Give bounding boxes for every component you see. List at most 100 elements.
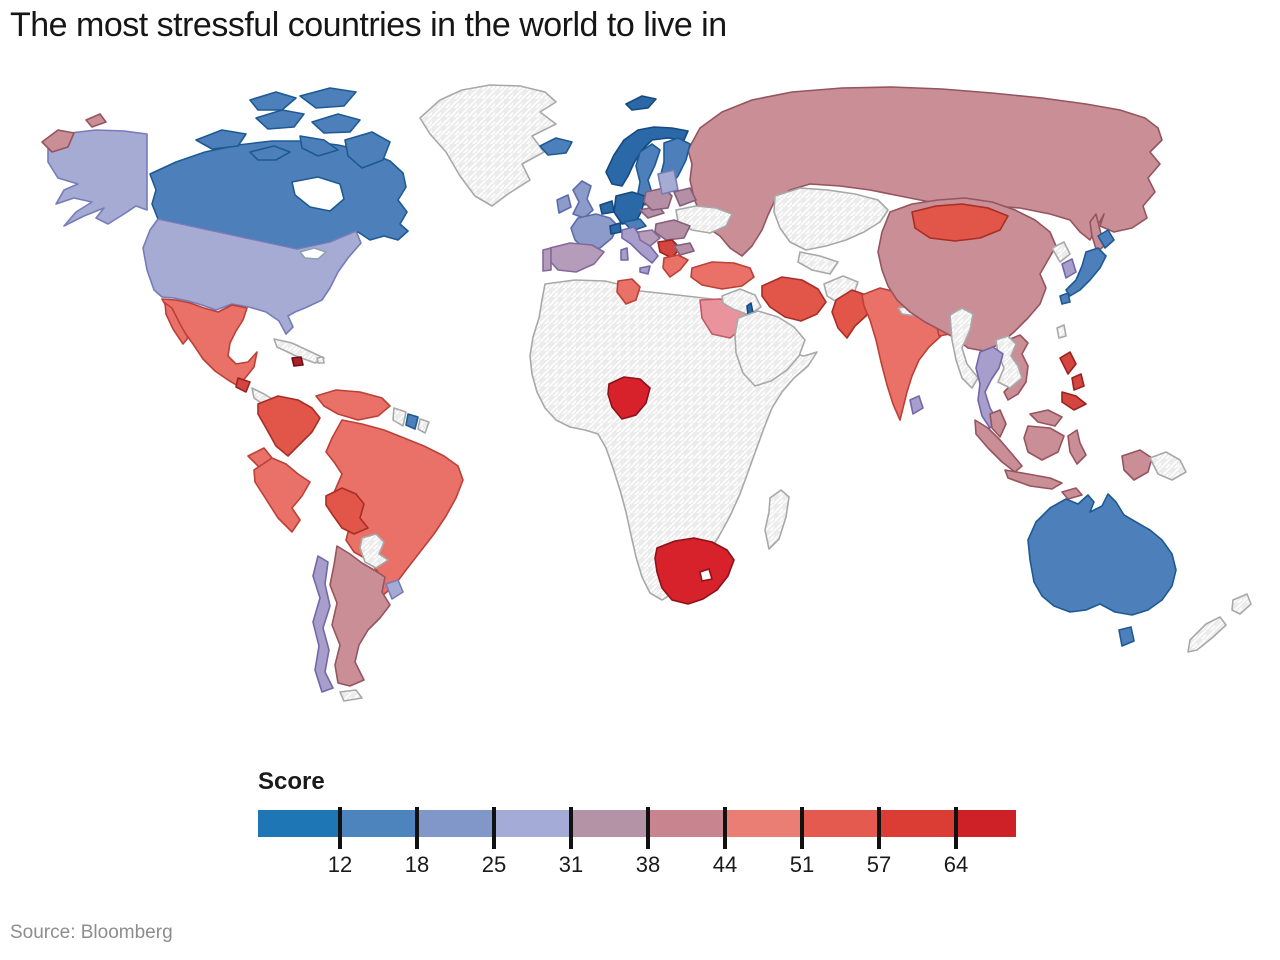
country-croatia-bosnia — [637, 229, 661, 247]
country-myanmar — [949, 307, 979, 389]
country-malaysia-peninsula — [989, 409, 1007, 438]
country-indonesia-sulawesi — [1067, 429, 1087, 465]
country-iceland — [539, 137, 573, 156]
country-italy-sardinia — [620, 247, 629, 261]
country-iran — [761, 276, 827, 322]
legend-tick — [954, 807, 958, 849]
country-hispaniola — [291, 356, 304, 367]
legend-tick-label: 38 — [635, 852, 661, 877]
country-tierra-del-fuego — [339, 689, 363, 702]
legend-tick-label: 51 — [789, 852, 815, 877]
great-lakes — [299, 247, 327, 260]
country-portugal — [542, 247, 552, 272]
country-south-korea — [1061, 258, 1077, 279]
country-australia — [1027, 493, 1177, 616]
country-venezuela — [315, 389, 391, 421]
country-serbia-balkans — [657, 239, 681, 259]
country-bulgaria — [673, 242, 695, 256]
country-canada-arctic — [195, 129, 247, 150]
country-colombia — [257, 395, 321, 457]
country-saudi-arabia — [734, 310, 806, 387]
country-canada-arctic — [311, 113, 361, 134]
legend-tick-label: 64 — [943, 852, 969, 877]
country-kazakhstan — [773, 187, 889, 251]
country-png — [1149, 451, 1187, 481]
country-suriname — [405, 413, 419, 430]
country-indonesia-java — [1004, 469, 1063, 490]
country-canada-arctic — [299, 135, 339, 157]
country-benelux — [599, 200, 615, 215]
country-new-zealand-south — [1187, 616, 1227, 653]
legend-tick — [415, 807, 419, 849]
country-japan-hokkaido — [1097, 229, 1115, 249]
country-sri-lanka — [909, 395, 924, 415]
country-belarus — [673, 187, 697, 207]
country-spain — [548, 242, 605, 273]
country-indonesia-sumatra — [974, 419, 1023, 473]
country-philippines — [1059, 351, 1077, 375]
country-svalbard — [625, 95, 657, 111]
country-central-asia — [797, 251, 839, 275]
legend-tick — [800, 807, 804, 849]
legend-tick-label: 44 — [712, 852, 738, 877]
country-canada-arctic — [249, 91, 297, 111]
legend-tick-label: 18 — [404, 852, 430, 877]
lesotho-hole — [699, 568, 713, 582]
legend-tick-label: 57 — [866, 852, 892, 877]
legend-tick-label: 25 — [481, 852, 507, 877]
legend-color-bar — [258, 810, 1016, 837]
country-canada-arctic — [255, 109, 305, 130]
legend-tick-label: 31 — [558, 852, 584, 877]
country-uruguay — [385, 579, 404, 600]
country-indonesia-papua — [1121, 449, 1153, 481]
country-greece — [662, 254, 689, 278]
country-australia-tasmania — [1118, 626, 1135, 647]
country-japan-honshu — [1065, 247, 1107, 297]
legend-tick — [569, 807, 573, 849]
country-chile — [312, 555, 334, 693]
country-turkey — [690, 261, 755, 290]
legend-ticks: 12 18 25 31 38 44 51 57 64 — [258, 807, 1016, 880]
country-new-zealand-north — [1231, 593, 1252, 615]
country-russia-chukotka — [85, 113, 107, 128]
country-guatemala — [235, 377, 251, 393]
country-indonesia-timor — [1061, 487, 1083, 500]
country-alaska — [47, 129, 148, 227]
country-taiwan — [1056, 324, 1067, 339]
legend-tick — [723, 807, 727, 849]
country-france — [570, 213, 619, 251]
country-baltics — [657, 169, 679, 195]
country-argentina — [329, 545, 391, 687]
country-philippines — [1061, 391, 1087, 411]
legend-tick — [646, 807, 650, 849]
country-madagascar — [764, 489, 790, 550]
country-mexico-baja — [164, 302, 189, 345]
legend-tick — [492, 807, 496, 849]
country-puerto-rico — [316, 356, 325, 364]
country-laos-cambodia — [995, 335, 1023, 389]
legend-tick — [338, 807, 342, 849]
country-guyana — [392, 407, 407, 427]
country-usa — [142, 218, 362, 335]
country-canada-arctic — [299, 87, 357, 109]
country-mongolia — [911, 203, 1009, 242]
country-uk — [572, 180, 594, 219]
legend-title: Score — [258, 768, 325, 795]
source-credit: Source: Bloomberg — [10, 922, 173, 943]
country-peru — [253, 457, 311, 533]
legend-tick — [877, 807, 881, 849]
country-russia — [687, 86, 1163, 257]
country-canada-arctic — [249, 145, 291, 161]
country-switzerland — [609, 222, 622, 235]
country-nigeria — [607, 376, 651, 420]
country-indonesia-kalimantan — [1023, 425, 1065, 461]
country-bolivia — [325, 487, 369, 535]
country-north-korea — [1051, 241, 1071, 263]
country-china — [877, 197, 1057, 352]
legend-tick-label: 12 — [327, 852, 353, 877]
country-germany — [613, 191, 646, 225]
country-ireland — [556, 194, 572, 214]
country-japan-kyushu — [1059, 292, 1071, 305]
country-greenland — [419, 84, 557, 207]
